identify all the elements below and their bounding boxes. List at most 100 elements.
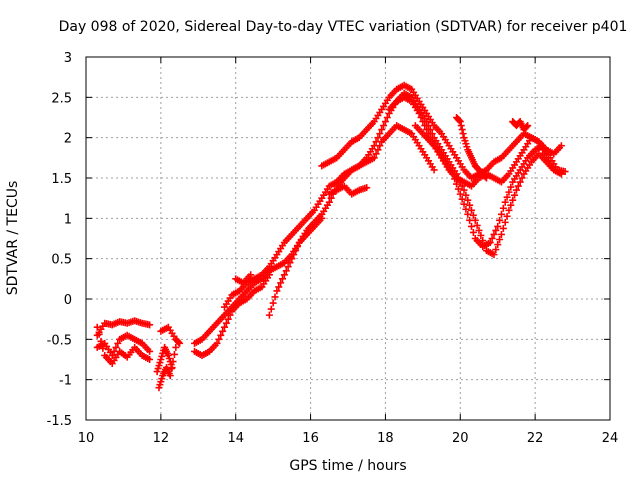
y-tick-label: -1 (59, 374, 72, 389)
data-point (561, 168, 569, 176)
data-point (112, 343, 120, 351)
y-tick-label: 2 (64, 132, 72, 147)
data-point (288, 255, 296, 263)
data-point (381, 118, 389, 126)
data-point (499, 204, 507, 212)
series-trace-h (191, 271, 273, 359)
y-axis-label: SDTVAR / TECUs (5, 181, 21, 296)
data-point (511, 191, 519, 199)
data-point (468, 206, 476, 214)
data-point (417, 114, 425, 121)
data-point (280, 271, 288, 279)
data-point (469, 211, 477, 219)
x-tick-label: 22 (527, 431, 544, 446)
data-point (169, 358, 177, 366)
data-point (170, 350, 178, 358)
data-point (213, 339, 221, 347)
data-point (524, 122, 532, 130)
y-tick-label: -0.5 (47, 333, 72, 348)
data-point (415, 109, 423, 117)
data-point (518, 174, 526, 182)
x-tick-label: 16 (302, 431, 319, 446)
data-point (464, 196, 472, 204)
data-point (490, 230, 498, 238)
data-point (99, 344, 107, 352)
data-point (462, 205, 470, 213)
data-point (279, 275, 286, 283)
data-point (370, 142, 378, 150)
x-tick-label: 24 (602, 431, 619, 446)
data-point (273, 287, 281, 295)
chart-title: Day 098 of 2020, Sidereal Day-to-day VTE… (59, 19, 628, 35)
data-point (449, 170, 457, 178)
data-point (265, 271, 273, 279)
x-tick-label: 14 (227, 431, 244, 446)
data-point (494, 222, 502, 230)
data-point (146, 356, 154, 363)
data-point (494, 241, 502, 249)
data-point (497, 210, 505, 218)
data-point (469, 228, 477, 236)
data-point (108, 351, 116, 359)
series-trace-e (157, 323, 184, 347)
series-trace-o (411, 122, 569, 251)
data-point (363, 184, 371, 192)
data-point (271, 293, 279, 301)
data-point (456, 190, 464, 198)
data-point (516, 178, 524, 186)
data-point (492, 226, 500, 234)
data-point (372, 150, 380, 158)
data-point (114, 339, 122, 347)
data-point (265, 311, 273, 319)
data-point (458, 195, 466, 203)
data-point (535, 138, 543, 146)
data-point (176, 339, 184, 347)
data-point (146, 321, 154, 329)
data-point (486, 239, 494, 247)
data-point (247, 271, 255, 279)
y-tick-label: 0 (64, 293, 72, 308)
data-point (277, 279, 285, 287)
data-point (501, 198, 509, 206)
y-tick-label: 0.5 (51, 253, 72, 268)
data-point (374, 134, 382, 142)
data-point (503, 193, 511, 201)
data-point (275, 283, 283, 291)
data-point (507, 201, 515, 209)
data-point (458, 126, 466, 134)
data-point (224, 315, 232, 323)
data-point (376, 130, 384, 138)
data-point (505, 206, 513, 214)
x-tick-label: 12 (153, 431, 170, 446)
data-point (269, 299, 277, 307)
data-point (284, 263, 292, 271)
data-point (509, 196, 517, 204)
plot-frame (85, 56, 611, 421)
grid-lines (86, 57, 610, 420)
data-point (499, 224, 507, 232)
data-point (477, 231, 485, 239)
data-point (423, 126, 431, 134)
series-trace-q (509, 118, 532, 134)
data-point (451, 175, 459, 183)
data-point (293, 243, 301, 251)
y-tick-label: 1 (64, 212, 72, 227)
data-point (290, 251, 298, 259)
data-point (496, 216, 504, 224)
y-tick-label: -1.5 (47, 414, 72, 429)
data-point (496, 236, 504, 244)
y-tick-label: 1.5 (51, 172, 72, 187)
data-point (523, 123, 531, 131)
data-point (292, 247, 300, 255)
data-point (507, 183, 515, 191)
data-point (226, 311, 234, 319)
data-point (168, 365, 176, 373)
data-point (383, 114, 391, 121)
data-point (482, 174, 490, 182)
x-tick-label: 10 (78, 431, 95, 446)
data-point (378, 126, 386, 134)
data-point (217, 331, 225, 339)
data-point (468, 222, 476, 230)
data-point (505, 188, 513, 196)
